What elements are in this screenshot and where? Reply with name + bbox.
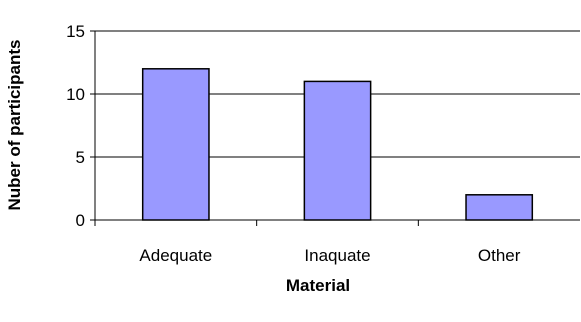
x-axis: Adequate Inaquate Other <box>94 219 580 265</box>
bar-adequate <box>141 68 210 221</box>
y-tick-label: 0 <box>76 211 85 230</box>
x-tick-label: Adequate <box>139 246 212 265</box>
y-tick-label: 10 <box>66 85 85 104</box>
bars <box>141 68 534 221</box>
x-tick-label: Inaquate <box>304 246 370 265</box>
x-tick-label: Other <box>478 246 521 265</box>
y-axis: 0 5 10 15 <box>66 22 96 230</box>
y-tick-label: 15 <box>66 22 85 41</box>
y-tick-label: 5 <box>76 148 85 167</box>
x-axis-title: Material <box>286 276 350 295</box>
bar-other <box>465 194 534 221</box>
bar-inaquate <box>303 80 372 221</box>
y-axis-title: Nuber of participants <box>5 40 24 211</box>
